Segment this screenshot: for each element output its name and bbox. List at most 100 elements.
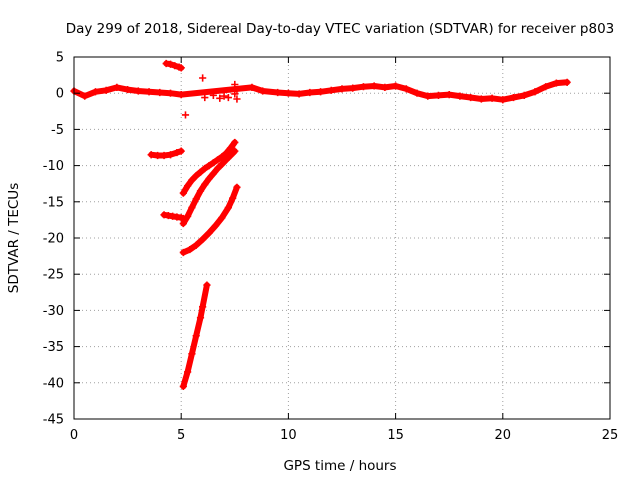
x-tick-label: 5 — [177, 428, 185, 443]
data-point — [173, 148, 181, 157]
data-point — [196, 187, 205, 195]
data-point — [231, 138, 239, 147]
plot-points — [70, 59, 571, 391]
data-point — [542, 83, 550, 91]
data-point — [196, 314, 205, 322]
data-point — [229, 194, 237, 202]
data-point — [520, 91, 528, 99]
series-arc-b — [160, 211, 187, 223]
x-axis-title: GPS time / hours — [283, 458, 396, 474]
data-point — [192, 172, 200, 180]
data-point — [456, 92, 464, 100]
data-point — [349, 84, 357, 92]
data-point — [327, 86, 335, 94]
y-tick-label: -35 — [43, 340, 64, 355]
series-arc-g — [162, 59, 185, 72]
data-point — [179, 248, 187, 257]
series-band — [180, 184, 240, 256]
data-point — [413, 89, 421, 97]
series-arc-d — [179, 147, 239, 228]
data-point — [226, 151, 235, 160]
x-tick-label: 0 — [70, 428, 78, 443]
y-axis-title: SDTVAR / TECUs — [6, 183, 22, 293]
data-point — [274, 88, 282, 97]
data-point — [231, 90, 239, 98]
x-tick-label: 15 — [387, 428, 404, 443]
chart-title: Day 299 of 2018, Sidereal Day-to-day VTE… — [66, 21, 615, 37]
data-point — [424, 92, 432, 100]
data-point — [186, 245, 194, 254]
data-point — [199, 74, 207, 82]
data-point — [316, 88, 325, 96]
data-point — [154, 151, 162, 160]
x-tick-label: 20 — [495, 428, 512, 443]
y-tick-label: -40 — [43, 376, 64, 391]
data-point — [81, 92, 89, 100]
data-point — [381, 83, 389, 92]
data-point — [218, 214, 226, 222]
data-point — [370, 82, 378, 90]
data-point — [205, 175, 213, 183]
data-point — [233, 183, 241, 191]
data-point — [196, 168, 205, 176]
data-point — [477, 95, 485, 103]
series-arc-a — [147, 147, 185, 160]
x-tick-label: 25 — [602, 428, 619, 443]
x-tick-label: 10 — [280, 428, 297, 443]
data-point — [179, 382, 187, 391]
data-point — [563, 78, 571, 86]
data-point — [205, 162, 213, 170]
data-point — [179, 219, 187, 228]
data-point — [201, 180, 209, 189]
data-point — [231, 80, 239, 89]
data-point — [392, 82, 400, 90]
data-point — [184, 182, 192, 190]
data-point — [147, 151, 155, 159]
data-point — [218, 160, 226, 168]
data-point — [203, 281, 211, 289]
data-point — [222, 156, 230, 164]
y-tick-label: -45 — [43, 413, 64, 428]
data-point — [192, 241, 200, 249]
data-point — [166, 60, 175, 68]
data-point — [124, 85, 132, 94]
data-point — [181, 111, 190, 119]
data-point — [259, 87, 267, 95]
data-point — [102, 86, 110, 94]
data-point — [233, 95, 241, 103]
data-point — [134, 87, 142, 95]
series-arc-c — [179, 138, 239, 197]
data-point — [402, 85, 410, 93]
series-scattered — [181, 74, 241, 119]
data-point — [160, 151, 168, 160]
data-point — [467, 93, 475, 102]
data-point — [359, 83, 368, 91]
data-point — [201, 164, 209, 173]
data-point — [188, 176, 196, 184]
data-point — [224, 93, 232, 102]
data-point — [306, 88, 314, 97]
data-point — [156, 88, 164, 97]
data-point — [220, 92, 228, 100]
y-tick-label: 5 — [56, 51, 64, 66]
data-point — [226, 144, 235, 152]
data-point — [209, 169, 217, 178]
series-arc-f — [179, 281, 211, 391]
data-point — [201, 93, 209, 102]
y-tick-label: -20 — [43, 232, 64, 247]
data-point — [177, 91, 185, 99]
data-point — [233, 86, 241, 94]
data-point — [218, 153, 226, 161]
data-point — [184, 368, 192, 376]
data-point — [91, 88, 100, 96]
data-point — [192, 332, 200, 340]
data-point — [214, 156, 222, 164]
data-point — [199, 303, 207, 311]
data-point — [231, 147, 239, 155]
gridlines — [74, 57, 610, 419]
data-point — [166, 89, 175, 97]
data-point — [179, 189, 187, 197]
data-point — [214, 164, 222, 173]
data-point — [192, 195, 200, 203]
